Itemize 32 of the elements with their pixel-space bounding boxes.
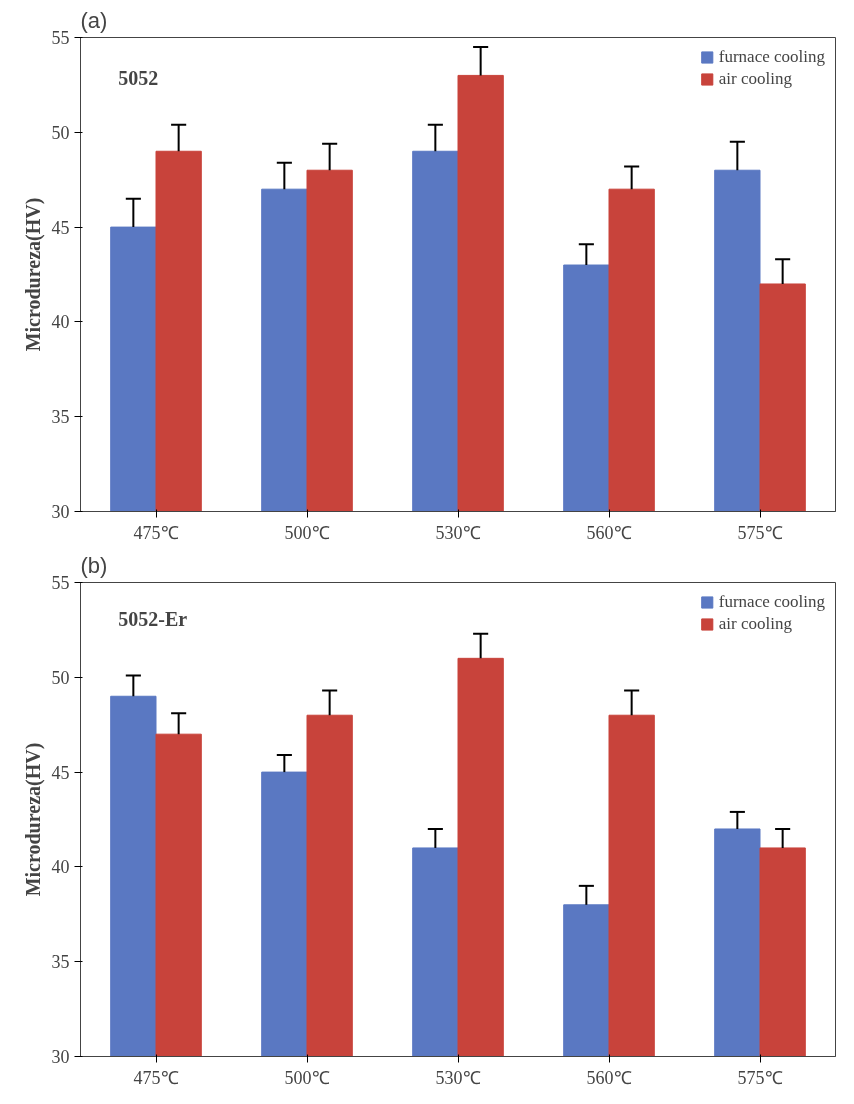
y-tick-label: 30 (51, 1047, 70, 1067)
y-axis-title: Microdureza(HV) (21, 742, 45, 897)
text: 5052 (118, 66, 159, 89)
x-tick-label: 560℃ (586, 1067, 632, 1088)
chart-title: (a) (80, 7, 108, 33)
legend-label: furnace cooling (718, 592, 825, 612)
legend-label: air cooling (718, 614, 792, 634)
chart-title: (b) (80, 552, 108, 578)
text: 5052-Er (118, 607, 188, 630)
y-tick-label: 55 (51, 28, 70, 48)
x-tick-label: 475℃ (133, 1067, 179, 1088)
y-axis-title: Microdureza(HV) (21, 197, 45, 352)
legend-label: furnace cooling (718, 47, 825, 67)
y-tick-label: 40 (51, 857, 70, 878)
x-tick-label: 500℃ (284, 522, 330, 543)
y-tick-label: 50 (51, 667, 70, 688)
y-tick-label: 35 (51, 952, 70, 973)
y-tick-label: 55 (51, 573, 70, 593)
y-tick-label: 40 (51, 312, 70, 333)
x-tick-label: 575℃ (737, 1067, 783, 1088)
y-tick-label: 45 (51, 217, 70, 238)
x-tick-label: 475℃ (133, 522, 179, 543)
x-tick-label: 530℃ (435, 522, 481, 543)
x-tick-label: 500℃ (284, 1067, 330, 1088)
legend-label: air cooling (718, 69, 792, 89)
x-tick-label: 530℃ (435, 1067, 481, 1088)
y-tick-label: 35 (51, 407, 70, 428)
y-tick-label: 30 (51, 502, 70, 522)
y-tick-label: 50 (51, 122, 70, 143)
x-tick-label: 560℃ (586, 522, 632, 543)
x-tick-label: 575℃ (737, 522, 783, 543)
y-tick-label: 45 (51, 762, 70, 783)
